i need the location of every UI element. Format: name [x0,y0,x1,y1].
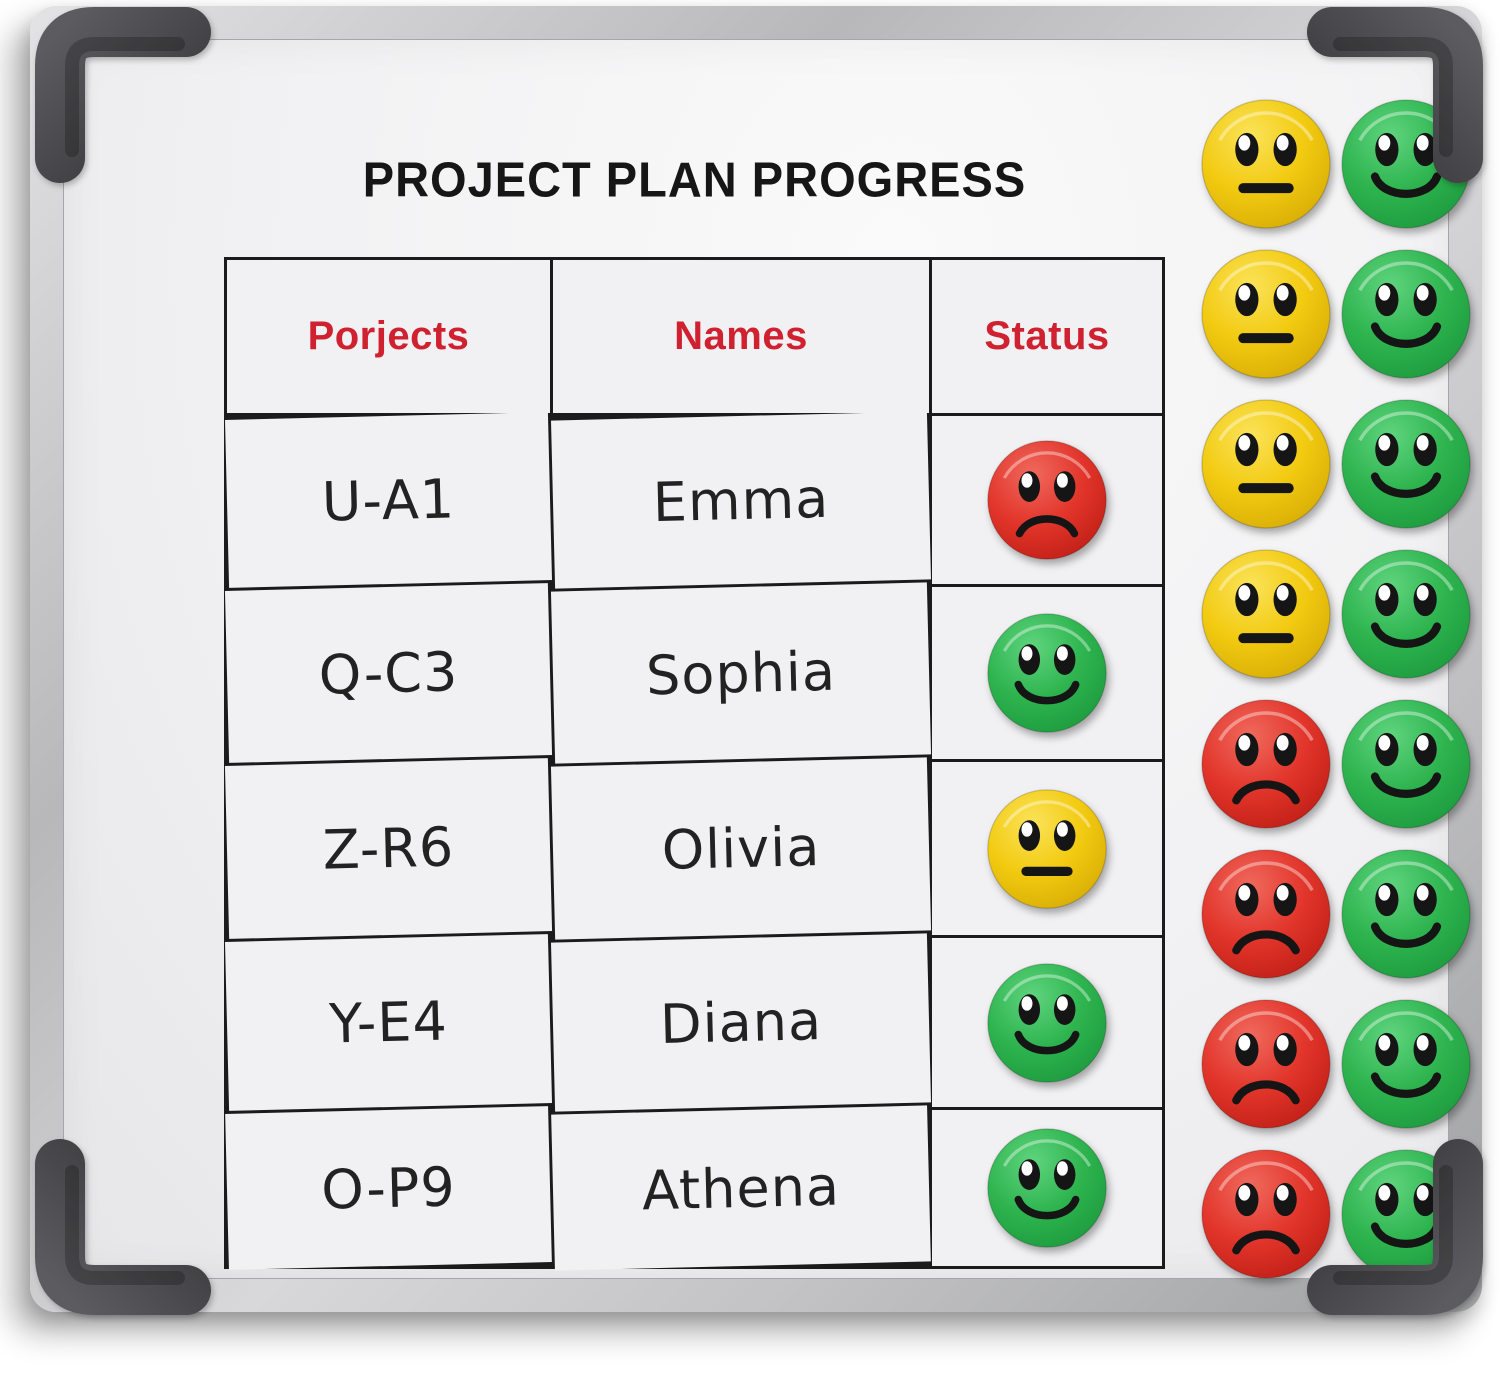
sad-face-magnet-icon[interactable] [1200,998,1332,1130]
happy-face-magnet-icon[interactable] [1340,548,1472,680]
project-cell: U-A1 [224,412,553,588]
neutral-face-magnet-icon[interactable] [986,788,1108,910]
happy-face-magnet-icon[interactable] [1340,398,1472,530]
happy-face-magnet-icon[interactable] [1340,248,1472,380]
happy-face-magnet-icon[interactable] [986,962,1108,1084]
happy-face-magnet-icon[interactable] [1340,848,1472,980]
sad-face-magnet-icon[interactable] [1200,1148,1332,1280]
sad-face-magnet-icon[interactable] [1200,698,1332,830]
status-cell [932,587,1162,759]
name-cell: Diana [550,933,932,1112]
happy-face-magnet-icon[interactable] [1340,998,1472,1130]
happy-face-magnet-icon[interactable] [1340,98,1472,230]
whiteboard: PROJECT PLAN PROGRESS Porjects Names Sta… [30,6,1483,1315]
column-header-projects: Porjects [227,260,550,413]
progress-table: Porjects Names Status U-A1 Emma Q-C3 Sop… [224,257,1165,1271]
status-cell [932,1110,1162,1266]
project-cell: O-P9 [225,1106,552,1270]
name-cell: Emma [551,411,931,589]
happy-face-magnet-icon[interactable] [986,612,1108,734]
happy-face-magnet-icon[interactable] [986,1127,1108,1249]
neutral-face-magnet-icon[interactable] [1200,248,1332,380]
project-cell: Y-E4 [224,934,553,1111]
project-cell: Q-C3 [224,583,553,763]
status-cell [932,762,1162,935]
neutral-face-magnet-icon[interactable] [1200,398,1332,530]
name-cell: Sophia [550,582,932,764]
board-title: PROJECT PLAN PROGRESS [362,151,1027,208]
name-cell: Athena [551,1105,931,1271]
column-header-status: Status [932,260,1162,413]
column-header-names: Names [553,260,929,413]
whiteboard-surface: PROJECT PLAN PROGRESS Porjects Names Sta… [63,39,1471,1279]
magnet-tray [1200,98,1472,1280]
happy-face-magnet-icon[interactable] [1340,698,1472,830]
happy-face-magnet-icon[interactable] [1340,1148,1472,1280]
sad-face-magnet-icon[interactable] [986,439,1108,561]
sad-face-magnet-icon[interactable] [1200,848,1332,980]
project-cell: Z-R6 [224,758,553,939]
name-cell: Olivia [550,757,932,940]
neutral-face-magnet-icon[interactable] [1200,98,1332,230]
status-cell [932,416,1162,584]
neutral-face-magnet-icon[interactable] [1200,548,1332,680]
status-cell [932,938,1162,1107]
